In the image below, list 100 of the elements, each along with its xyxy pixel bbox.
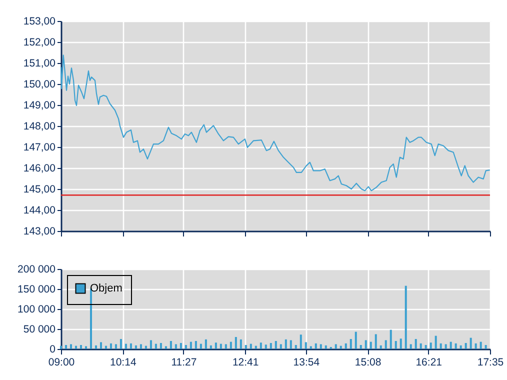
bar	[154, 344, 157, 349]
bar	[484, 345, 487, 349]
bar	[340, 346, 342, 349]
bar	[204, 339, 207, 349]
bar	[200, 344, 202, 349]
bar	[450, 342, 452, 349]
y-tick-label: 149,00	[23, 100, 56, 112]
bar	[184, 345, 187, 349]
bar	[80, 345, 82, 349]
bar	[274, 341, 277, 349]
bar	[314, 343, 317, 349]
bar	[174, 344, 177, 349]
bar	[254, 346, 257, 349]
bar	[104, 346, 107, 349]
bar	[224, 344, 227, 349]
y-tick-label: 143,00	[23, 226, 56, 238]
bar	[320, 344, 322, 349]
bar	[284, 339, 287, 349]
bar	[164, 346, 167, 349]
bar	[194, 341, 197, 349]
bar	[380, 345, 382, 349]
y-tick-label: 200 000	[18, 264, 56, 276]
bar	[430, 342, 432, 349]
bar	[444, 344, 447, 349]
bar	[124, 344, 127, 349]
bar	[210, 345, 212, 349]
x-tick-label: 15:08	[354, 356, 382, 368]
y-tick-label: 145,00	[23, 184, 56, 196]
bar	[60, 346, 62, 349]
bar	[334, 344, 337, 349]
bar	[310, 346, 312, 349]
bar	[424, 345, 427, 349]
bar	[110, 343, 112, 349]
bar	[214, 342, 217, 349]
bar	[160, 343, 162, 349]
bar	[400, 338, 402, 349]
x-tick-label: 11:27	[171, 356, 197, 368]
bar	[114, 344, 117, 349]
bar	[140, 344, 142, 349]
x-tick-label: 17:35	[477, 356, 504, 368]
bar	[130, 343, 132, 349]
bar	[94, 345, 97, 349]
bar	[170, 341, 172, 349]
bar	[280, 344, 282, 349]
y-tick-label: 146,00	[23, 162, 56, 174]
bar	[220, 344, 222, 349]
bar	[74, 346, 77, 349]
x-tick-label: 16:21	[416, 356, 442, 368]
bar	[100, 342, 102, 349]
bar	[410, 344, 412, 349]
y-tick-label: 147,00	[23, 142, 56, 154]
bar	[294, 345, 297, 349]
bar	[354, 332, 357, 349]
x-tick-label: 12:41	[232, 356, 259, 368]
y-tick-label: 151,00	[23, 58, 56, 70]
bar	[84, 346, 87, 349]
x-tick-label: 09:00	[48, 356, 75, 368]
bar	[350, 339, 352, 349]
bar	[180, 343, 182, 349]
y-tick-label: 152,00	[23, 36, 56, 48]
bar	[150, 340, 152, 349]
x-tick-label: 13:54	[293, 356, 320, 368]
bar	[360, 345, 362, 349]
bar	[374, 334, 377, 349]
y-tick-label: 148,00	[23, 120, 56, 132]
bar	[270, 343, 272, 349]
bar	[404, 286, 407, 349]
bar	[464, 343, 467, 349]
bar	[364, 340, 367, 349]
bar	[420, 343, 422, 349]
bar	[394, 341, 397, 349]
y-tick-label: 150 000	[18, 284, 56, 296]
legend-label: Objem	[90, 282, 122, 294]
bar	[290, 340, 292, 349]
bar	[260, 342, 262, 349]
bar	[264, 344, 267, 349]
bar	[454, 343, 457, 349]
bar	[390, 330, 392, 349]
bar	[344, 343, 347, 349]
bar	[440, 343, 442, 349]
bar	[240, 339, 242, 349]
y-tick-label: 153,00	[23, 16, 56, 28]
y-tick-label: 150,00	[23, 78, 56, 90]
bar	[414, 339, 417, 349]
bar	[474, 343, 477, 349]
bar	[244, 345, 247, 349]
bar	[234, 337, 237, 349]
bar	[324, 345, 327, 349]
bar	[144, 346, 147, 349]
y-tick-label: 144,00	[23, 204, 56, 216]
bar	[480, 342, 482, 349]
bar	[134, 345, 137, 349]
bar	[370, 342, 372, 349]
y-tick-label: 50 000	[23, 324, 56, 336]
bar	[190, 342, 192, 349]
line-series	[60, 54, 490, 192]
bar	[304, 342, 307, 349]
bar	[470, 338, 472, 349]
y-tick-label: 0	[50, 344, 56, 356]
bar	[90, 288, 92, 349]
